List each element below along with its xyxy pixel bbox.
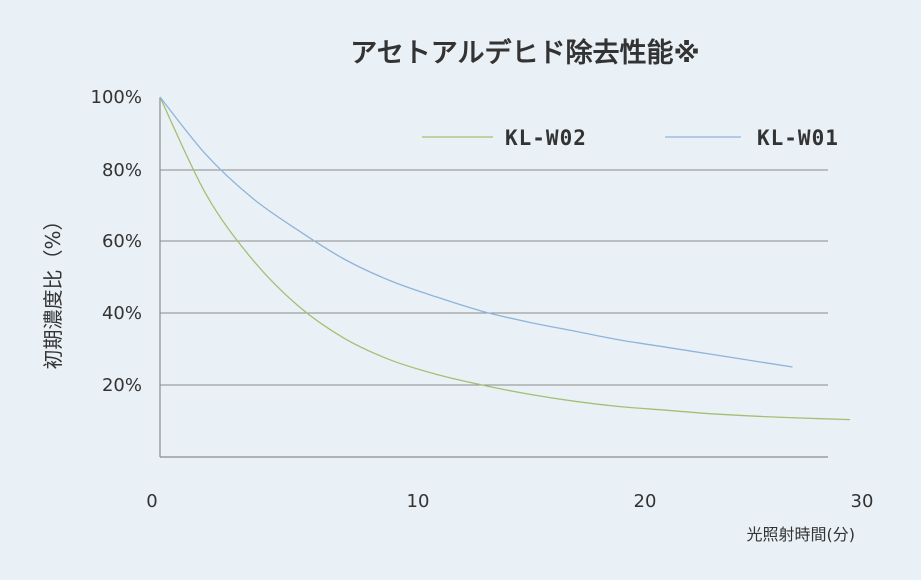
x-tick-label: 10 xyxy=(407,491,430,512)
legend: KL-W02 KL-W01 xyxy=(422,126,839,150)
axes: 100% 80% 60% 40% 20% 0 10 20 30 xyxy=(91,87,874,512)
y-tick-label: 40% xyxy=(102,303,142,324)
chart-title: アセトアルデヒド除去性能※ xyxy=(350,37,699,69)
y-axis-label: 初期濃度比（%） xyxy=(41,210,65,369)
x-axis-label: 光照射時間(分) xyxy=(747,525,856,544)
series-lines xyxy=(159,96,851,421)
legend-label-kl-w02: KL-W02 xyxy=(505,126,587,150)
y-tick-label: 60% xyxy=(102,231,142,252)
grid xyxy=(160,169,828,386)
x-tick-label: 0 xyxy=(146,491,157,512)
y-tick-label: 80% xyxy=(102,160,142,181)
x-tick-label: 30 xyxy=(851,491,874,512)
series-line-kl-w02 xyxy=(159,96,851,421)
y-tick-label: 20% xyxy=(102,375,142,396)
series-line-kl-w01 xyxy=(159,96,793,368)
legend-label-kl-w01: KL-W01 xyxy=(757,126,839,150)
x-tick-label: 20 xyxy=(634,491,657,512)
y-tick-label: 100% xyxy=(91,87,142,108)
